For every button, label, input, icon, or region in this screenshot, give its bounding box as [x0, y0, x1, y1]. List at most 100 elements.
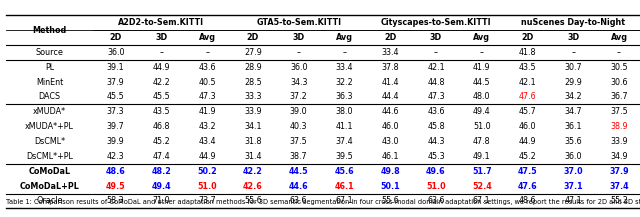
- Text: 46.1: 46.1: [335, 182, 355, 191]
- Text: 2D: 2D: [109, 33, 122, 42]
- Text: 41.9: 41.9: [473, 63, 491, 72]
- Text: 44.5: 44.5: [473, 78, 491, 87]
- Text: 45.7: 45.7: [518, 107, 536, 116]
- Text: 43.5: 43.5: [518, 63, 536, 72]
- Text: 40.5: 40.5: [198, 78, 216, 87]
- Text: 67.1: 67.1: [335, 197, 353, 205]
- Text: 58.3: 58.3: [107, 197, 125, 205]
- Text: 37.0: 37.0: [563, 167, 583, 176]
- Text: 34.1: 34.1: [244, 122, 262, 131]
- Text: 34.2: 34.2: [564, 92, 582, 101]
- Text: 30.6: 30.6: [611, 78, 628, 87]
- Text: 38.9: 38.9: [610, 122, 628, 131]
- Text: 43.2: 43.2: [198, 122, 216, 131]
- Text: 48.6: 48.6: [519, 197, 536, 205]
- Text: 36.7: 36.7: [610, 92, 628, 101]
- Text: 44.6: 44.6: [381, 107, 399, 116]
- Text: 48.6: 48.6: [106, 167, 125, 176]
- Text: 36.3: 36.3: [336, 92, 353, 101]
- Text: xMUDA*+PL: xMUDA*+PL: [25, 122, 74, 131]
- Text: 51.0: 51.0: [197, 182, 217, 191]
- Text: 31.8: 31.8: [244, 137, 262, 146]
- Text: 36.0: 36.0: [564, 152, 582, 161]
- Text: –: –: [617, 48, 621, 57]
- Text: nuScenes Day-to-Night: nuScenes Day-to-Night: [521, 18, 625, 27]
- Text: 43.4: 43.4: [198, 137, 216, 146]
- Text: –: –: [205, 48, 209, 57]
- Text: 34.3: 34.3: [290, 78, 307, 87]
- Text: 37.4: 37.4: [335, 137, 353, 146]
- Text: 36.1: 36.1: [564, 122, 582, 131]
- Text: Avg: Avg: [473, 33, 490, 42]
- Text: 37.1: 37.1: [563, 182, 583, 191]
- Text: 45.3: 45.3: [427, 152, 445, 161]
- Text: 37.9: 37.9: [609, 167, 629, 176]
- Text: 46.1: 46.1: [381, 152, 399, 161]
- Text: 46.0: 46.0: [381, 122, 399, 131]
- Text: 41.9: 41.9: [198, 107, 216, 116]
- Text: 71.0: 71.0: [152, 197, 170, 205]
- Text: 35.6: 35.6: [564, 137, 582, 146]
- Text: 55.6: 55.6: [381, 197, 399, 205]
- Text: DACS: DACS: [38, 92, 61, 101]
- Text: 28.9: 28.9: [244, 63, 262, 72]
- Text: 47.3: 47.3: [198, 92, 216, 101]
- Text: xMUDA*: xMUDA*: [33, 107, 66, 116]
- Text: 45.2: 45.2: [152, 137, 170, 146]
- Text: Table 1: Comparison results of CoMoDaL and other adaptation methods for 3D seman: Table 1: Comparison results of CoMoDaL a…: [6, 199, 640, 205]
- Text: 38.0: 38.0: [336, 107, 353, 116]
- Text: 47.5: 47.5: [518, 167, 538, 176]
- Text: PL: PL: [45, 63, 54, 72]
- Text: 55.6: 55.6: [244, 197, 262, 205]
- Text: 44.5: 44.5: [289, 167, 308, 176]
- Text: 37.3: 37.3: [107, 107, 125, 116]
- Text: 51.7: 51.7: [472, 167, 492, 176]
- Text: 45.5: 45.5: [107, 92, 125, 101]
- Text: 49.6: 49.6: [426, 167, 446, 176]
- Text: 47.8: 47.8: [473, 137, 491, 146]
- Text: 42.1: 42.1: [518, 78, 536, 87]
- Text: 40.3: 40.3: [290, 122, 307, 131]
- Text: 37.8: 37.8: [381, 63, 399, 72]
- Text: 39.0: 39.0: [290, 107, 308, 116]
- Text: 44.6: 44.6: [289, 182, 308, 191]
- Text: 33.9: 33.9: [610, 137, 628, 146]
- Text: 37.5: 37.5: [610, 107, 628, 116]
- Text: MinEnt: MinEnt: [36, 78, 63, 87]
- Text: 3D: 3D: [567, 33, 579, 42]
- Text: Method: Method: [33, 26, 67, 35]
- Text: 41.8: 41.8: [519, 48, 536, 57]
- Text: 33.3: 33.3: [244, 92, 262, 101]
- Text: 43.6: 43.6: [198, 63, 216, 72]
- Text: 2D: 2D: [247, 33, 259, 42]
- Text: CoMoDaL+PL: CoMoDaL+PL: [20, 182, 79, 191]
- Text: 39.7: 39.7: [107, 122, 125, 131]
- Text: 44.3: 44.3: [428, 137, 445, 146]
- Text: 34.9: 34.9: [610, 152, 628, 161]
- Text: 2D: 2D: [522, 33, 534, 42]
- Text: 3D: 3D: [292, 33, 305, 42]
- Text: 47.6: 47.6: [518, 92, 536, 101]
- Text: 49.8: 49.8: [380, 167, 400, 176]
- Text: –: –: [434, 48, 438, 57]
- Text: –: –: [480, 48, 484, 57]
- Text: Avg: Avg: [198, 33, 216, 42]
- Text: –: –: [159, 48, 163, 57]
- Text: 29.9: 29.9: [564, 78, 582, 87]
- Text: 45.5: 45.5: [152, 92, 170, 101]
- Text: 49.1: 49.1: [473, 152, 491, 161]
- Text: 52.4: 52.4: [472, 182, 492, 191]
- Text: –: –: [342, 48, 346, 57]
- Text: 42.2: 42.2: [243, 167, 263, 176]
- Text: 46.8: 46.8: [153, 122, 170, 131]
- Text: DsCML*+PL: DsCML*+PL: [26, 152, 73, 161]
- Text: 45.6: 45.6: [335, 167, 355, 176]
- Text: 44.4: 44.4: [381, 92, 399, 101]
- Text: Source: Source: [36, 48, 63, 57]
- Text: 34.7: 34.7: [564, 107, 582, 116]
- Text: 44.9: 44.9: [518, 137, 536, 146]
- Text: 33.9: 33.9: [244, 107, 262, 116]
- Text: 49.4: 49.4: [152, 182, 172, 191]
- Text: 73.7: 73.7: [198, 197, 216, 205]
- Text: 67.1: 67.1: [473, 197, 491, 205]
